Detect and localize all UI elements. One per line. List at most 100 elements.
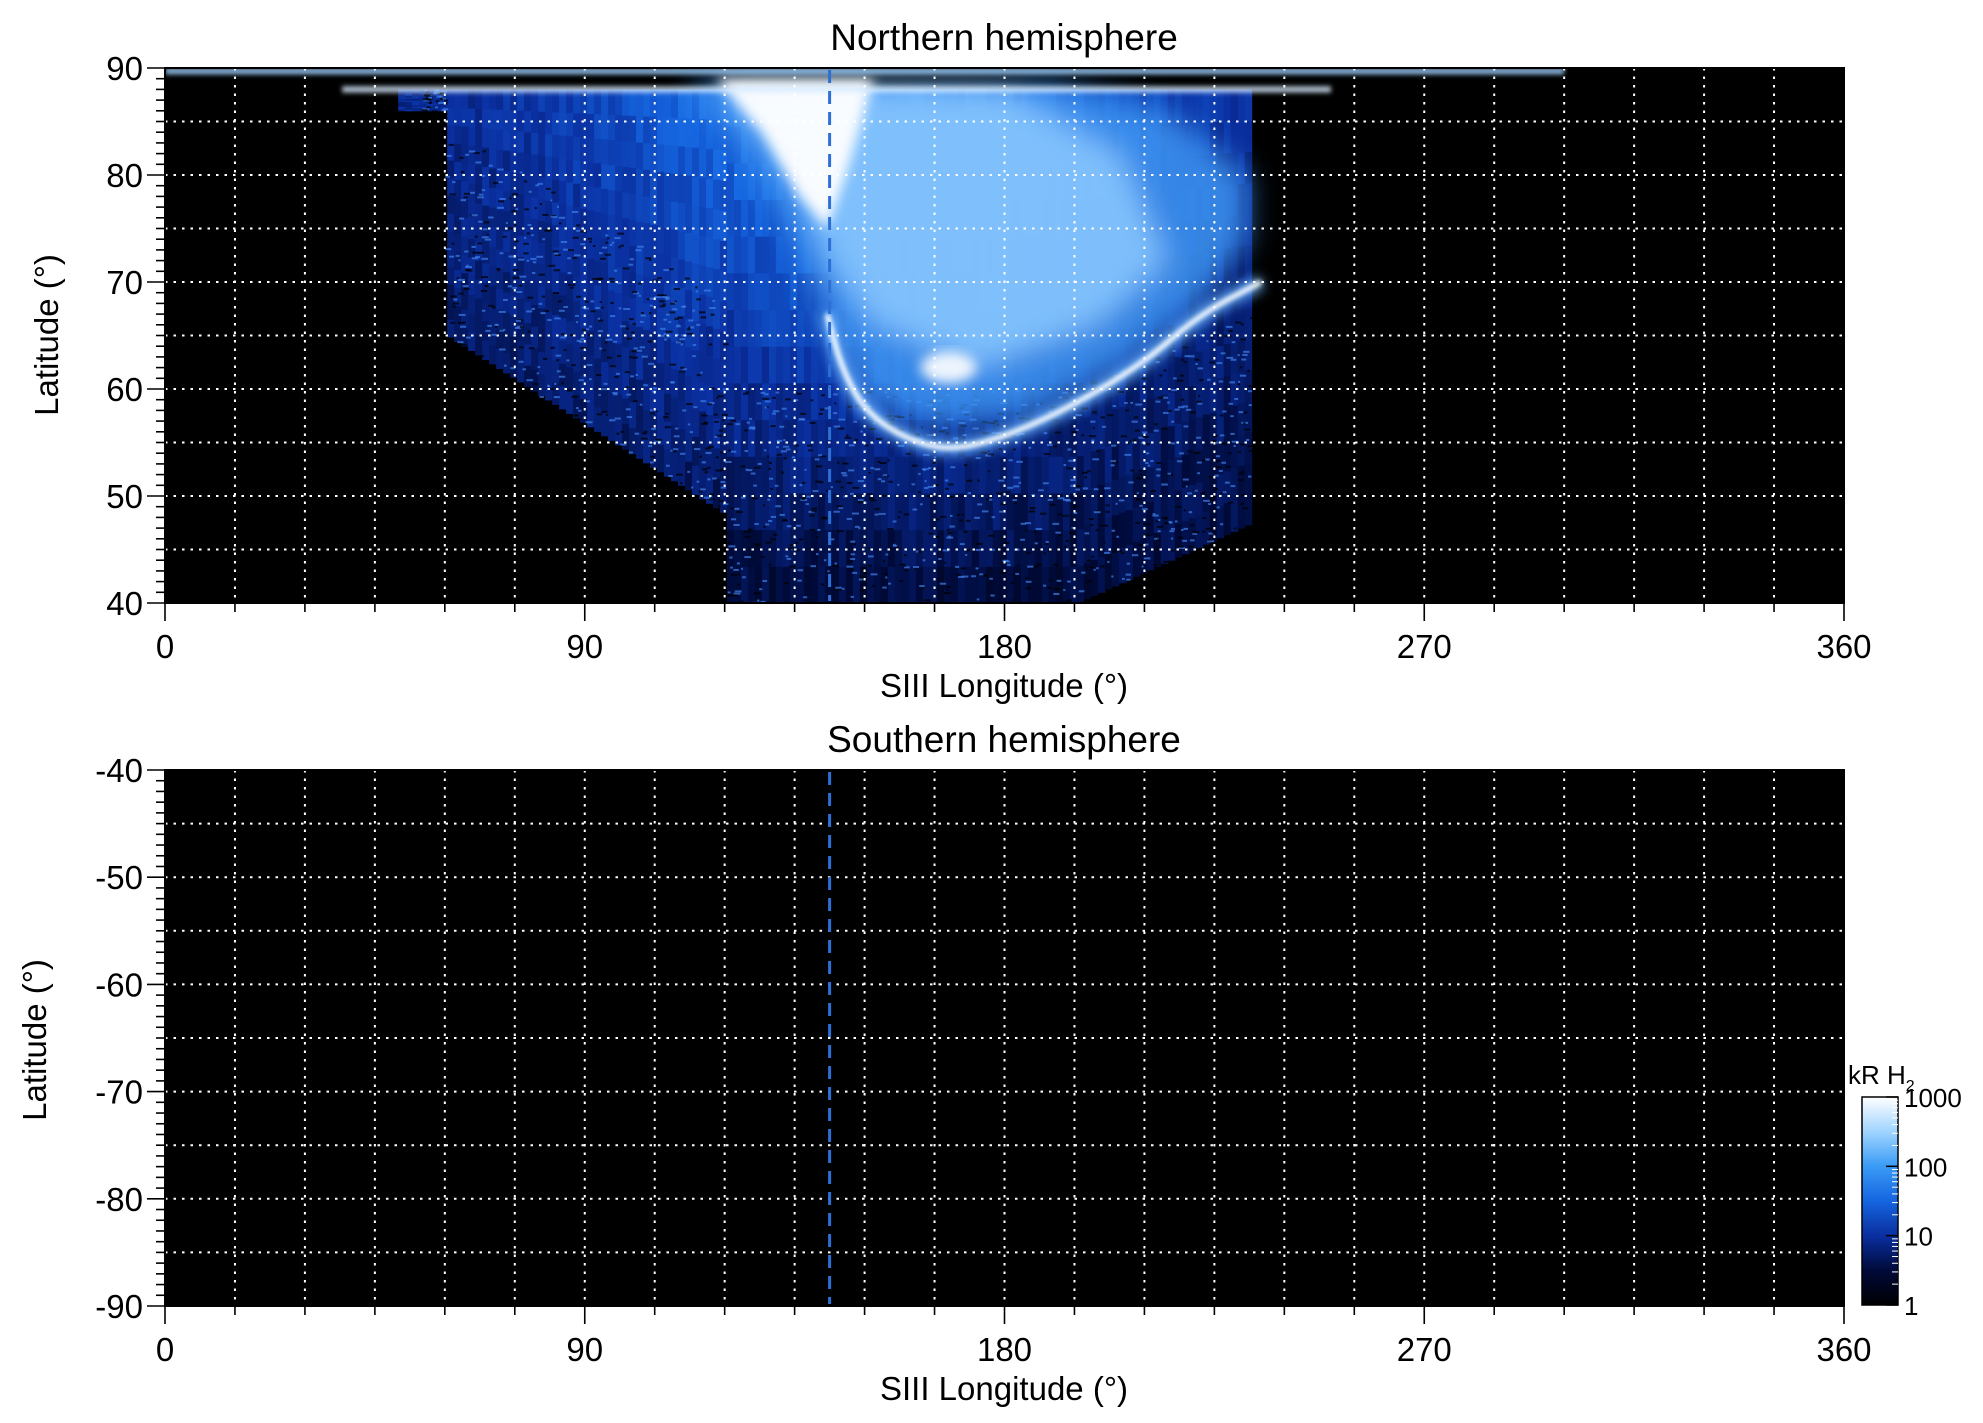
emission-cell — [678, 259, 686, 288]
emission-speck — [640, 314, 646, 317]
emission-speck — [887, 528, 894, 531]
emission-speck — [1000, 503, 1007, 506]
emission-cell — [573, 89, 581, 114]
emission-cell — [852, 566, 861, 603]
emission-cell — [545, 133, 553, 157]
emission-cell — [747, 456, 756, 494]
emission-speck — [1230, 415, 1234, 418]
emission-cell — [587, 258, 595, 283]
emission-speck — [1126, 562, 1131, 565]
emission-speck — [816, 465, 823, 468]
emission-cell — [426, 104, 434, 107]
emission-cell — [573, 206, 581, 231]
emission-speck — [597, 330, 604, 333]
emission-speck — [1072, 505, 1079, 508]
emission-speck — [472, 251, 479, 254]
emission-speck — [701, 422, 708, 425]
emission-speck — [779, 513, 785, 516]
emission-cell — [447, 301, 455, 320]
emission-cell — [412, 92, 420, 95]
emission-speck — [1163, 369, 1167, 372]
emission-cell — [650, 170, 658, 198]
emission-cell — [636, 194, 644, 222]
emission-speck — [863, 571, 868, 574]
emission-speck — [421, 109, 428, 112]
emission-speck — [774, 484, 779, 487]
emission-cell — [517, 340, 525, 362]
emission-cell — [1167, 526, 1176, 561]
emission-speck — [817, 528, 821, 531]
emission-speck — [626, 337, 633, 340]
emission-speck — [558, 222, 562, 225]
emission-cell — [643, 436, 651, 464]
emission-speck — [526, 310, 533, 313]
emission-cell — [775, 529, 784, 567]
emission-cell — [678, 343, 686, 373]
emission-speck — [857, 501, 864, 504]
emission-cell — [713, 208, 721, 240]
emission-speck — [895, 546, 899, 549]
emission-speck — [1219, 434, 1225, 437]
emission-cell — [1111, 479, 1120, 516]
emission-speck — [664, 338, 667, 341]
emission-cell — [985, 456, 994, 494]
emission-speck — [885, 576, 888, 579]
emission-speck — [1243, 411, 1248, 414]
emission-speck — [1248, 449, 1255, 452]
emission-cell — [1090, 559, 1099, 597]
emission-speck — [1238, 472, 1244, 475]
emission-cell — [999, 456, 1008, 494]
emission-cell — [559, 180, 567, 205]
emission-speck — [1053, 587, 1061, 590]
x-axis-label-southern: SIII Longitude (°) — [880, 1370, 1128, 1407]
emission-cell — [419, 104, 427, 107]
emission-speck — [773, 533, 778, 536]
emission-cell — [685, 203, 693, 233]
emission-speck — [1141, 377, 1147, 380]
emission-speck — [768, 467, 772, 470]
emission-speck — [512, 193, 519, 196]
emission-speck — [674, 317, 679, 320]
y-axis-label-southern: Latitude (°) — [16, 959, 53, 1121]
emission-speck — [928, 532, 934, 535]
emission-cell — [831, 566, 840, 603]
emission-speck — [1078, 590, 1085, 593]
emission-speck — [693, 406, 698, 409]
emission-speck — [943, 561, 946, 564]
emission-speck — [887, 582, 892, 585]
emission-cell — [713, 179, 721, 210]
emission-cell — [985, 566, 994, 603]
emission-cell — [524, 216, 532, 239]
emission-speck — [770, 425, 776, 428]
emission-cell — [615, 165, 623, 192]
emission-cell — [461, 327, 469, 347]
emission-cell — [1167, 492, 1176, 528]
emission-speck — [693, 448, 701, 451]
emission-speck — [768, 461, 772, 464]
emission-speck — [960, 424, 967, 427]
emission-speck — [1034, 542, 1038, 545]
emission-speck — [967, 492, 972, 495]
emission-cell — [873, 456, 882, 494]
emission-speck — [499, 348, 506, 351]
emission-cell — [517, 89, 525, 111]
emission-speck — [609, 419, 612, 422]
emission-cell — [964, 566, 973, 603]
emission-cell — [1048, 419, 1057, 457]
emission-cell — [873, 566, 882, 603]
emission-speck — [942, 549, 950, 552]
emission-speck — [563, 349, 567, 352]
emission-cell — [454, 161, 462, 180]
emission-cell — [1174, 423, 1183, 458]
emission-speck — [700, 488, 706, 491]
emission-cell — [720, 180, 728, 211]
emission-speck — [1006, 563, 1011, 566]
emission-speck — [919, 585, 925, 588]
emission-speck — [784, 582, 789, 585]
emission-cell — [552, 156, 560, 180]
emission-speck — [656, 294, 664, 297]
emission-cell — [838, 382, 847, 421]
emission-speck — [776, 446, 779, 449]
emission-speck — [647, 362, 655, 365]
emission-cell — [601, 89, 609, 115]
